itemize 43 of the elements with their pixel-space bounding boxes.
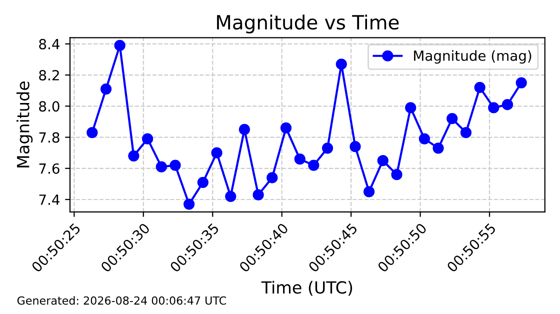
point <box>432 142 444 154</box>
point <box>280 122 292 134</box>
point <box>100 83 112 95</box>
point <box>225 190 236 202</box>
point <box>184 198 195 210</box>
y-tick-label: 8.2 <box>39 70 59 80</box>
point <box>86 127 98 138</box>
y-axis-title: Magnitude <box>16 82 33 168</box>
point <box>308 160 320 171</box>
point <box>488 102 500 114</box>
point <box>418 133 430 144</box>
point <box>405 102 416 114</box>
point <box>128 150 140 162</box>
point <box>446 113 458 124</box>
point <box>474 82 486 94</box>
y-tick-label: 7.6 <box>39 163 60 174</box>
point <box>252 189 264 200</box>
point <box>294 153 306 165</box>
point <box>377 155 388 166</box>
text: Generated: 2026-08-24 00:06:47 UTC <box>17 296 226 305</box>
legend-label: Magnitude (mag) <box>414 50 532 64</box>
point <box>322 142 334 154</box>
point <box>391 169 402 180</box>
point <box>197 176 208 188</box>
point <box>114 40 126 52</box>
point <box>350 141 361 152</box>
point <box>238 124 250 136</box>
point <box>142 133 154 144</box>
point <box>502 99 514 110</box>
point <box>211 147 222 158</box>
point <box>266 172 278 184</box>
point <box>156 161 167 172</box>
point <box>516 77 527 88</box>
chart-title: Magnitude vs Time <box>217 14 399 34</box>
x-axis-title: Time (UTC) <box>261 280 352 296</box>
point <box>170 160 181 171</box>
y-tick-label: 8.0 <box>39 101 60 112</box>
y-tick-label: 7.4 <box>39 194 60 205</box>
y-tick-label: 7.8 <box>39 132 60 143</box>
y-tick-label: 8.4 <box>39 38 60 50</box>
point <box>336 58 347 70</box>
point <box>363 186 375 198</box>
point <box>460 127 472 138</box>
